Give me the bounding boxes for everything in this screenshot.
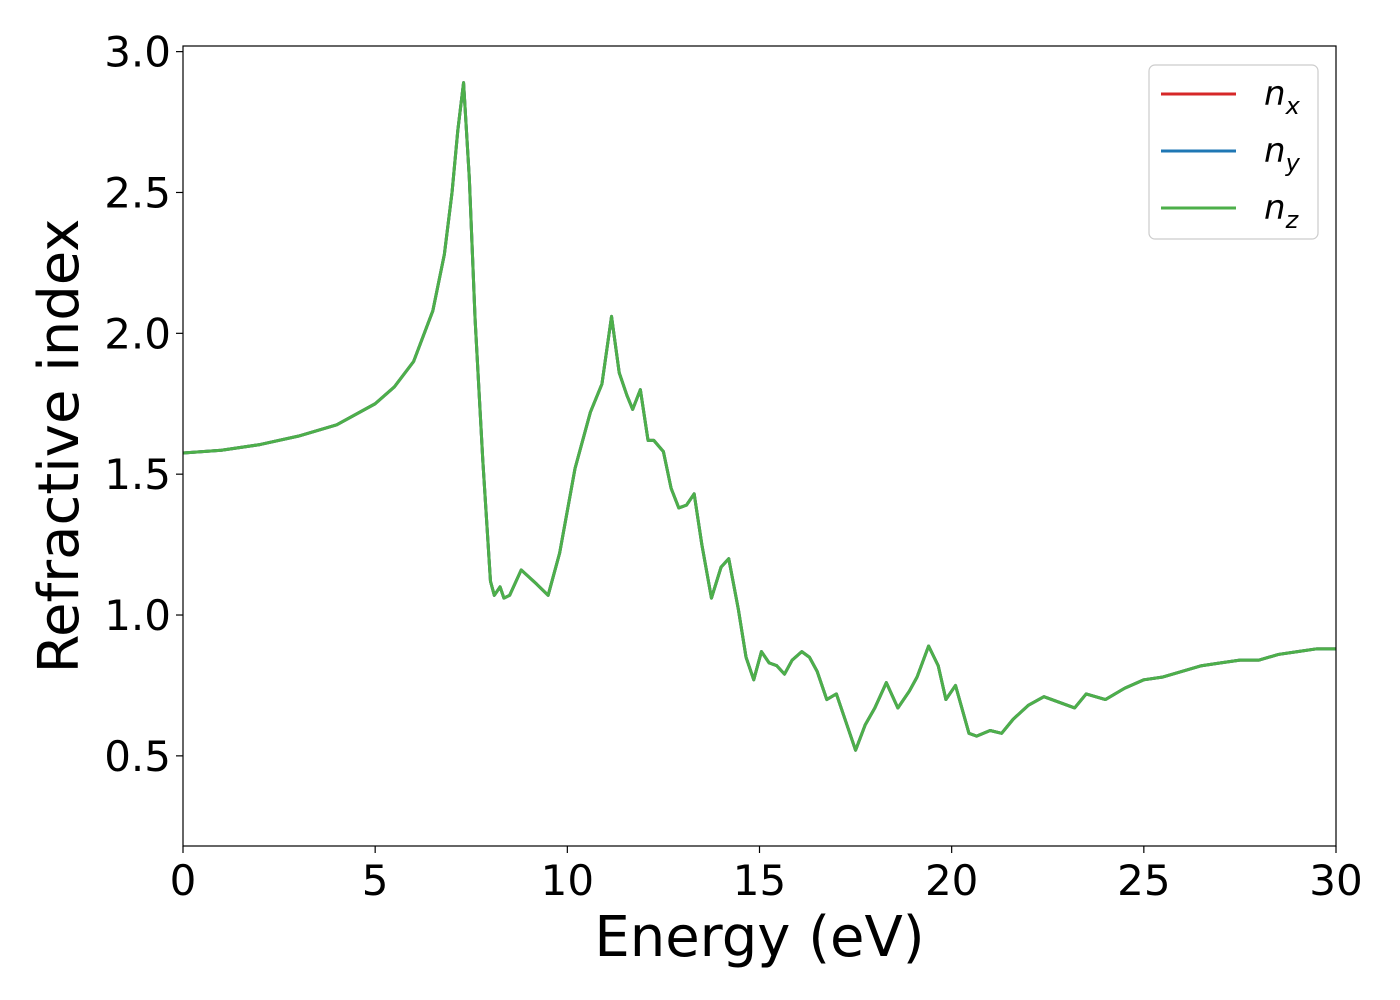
x-tick-label: 20 — [925, 856, 978, 905]
x-axis-title: Energy (eV) — [594, 905, 924, 970]
y-axis-title: Refractive index — [27, 219, 92, 674]
y-tick-label: 1.0 — [104, 591, 171, 640]
x-tick-label: 0 — [170, 856, 197, 905]
y-tick-label: 1.5 — [104, 450, 171, 499]
legend-label-subscript: y — [1285, 149, 1301, 177]
x-tick-label: 10 — [541, 856, 594, 905]
legend-label: ny — [1264, 131, 1301, 177]
legend-label: nx — [1264, 74, 1301, 120]
y-tick-label: 0.5 — [104, 732, 171, 781]
series-layer — [183, 81, 1336, 752]
x-axis-ticks: 0 5 10 15 20 25 30 — [170, 846, 1363, 905]
y-axis-ticks: 0.5 1.0 1.5 2.0 2.5 3.0 — [104, 28, 183, 781]
legend-label-subscript: z — [1285, 206, 1300, 234]
y-tick-label: 3.0 — [104, 28, 171, 77]
x-tick-label: 25 — [1117, 856, 1170, 905]
legend-label-base: n — [1264, 74, 1286, 114]
legend-label-base: n — [1264, 131, 1286, 171]
legend-label-base: n — [1264, 188, 1286, 228]
y-tick-label: 2.5 — [104, 168, 171, 217]
legend-label-subscript: x — [1285, 92, 1301, 120]
x-tick-label: 30 — [1309, 856, 1362, 905]
series-line-n-z — [183, 81, 1336, 752]
x-tick-label: 15 — [733, 856, 786, 905]
x-tick-label: 5 — [362, 856, 389, 905]
y-tick-label: 2.0 — [104, 309, 171, 358]
legend-label: nz — [1264, 188, 1300, 234]
